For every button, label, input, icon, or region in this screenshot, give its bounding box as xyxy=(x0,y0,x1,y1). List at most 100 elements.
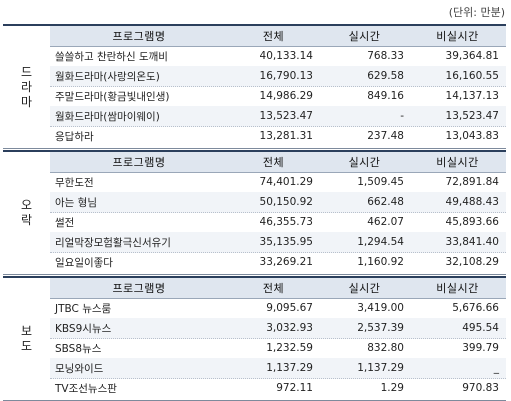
category-char: 보 xyxy=(20,324,33,338)
table-row: 모닝와이드 1,137.29 1,137.29 _ xyxy=(50,358,506,379)
realtime-value: 832.80 xyxy=(367,342,404,354)
nonrealtime-value: 13,523.47 xyxy=(445,110,499,122)
table-row: 무한도전 74,401.29 1,509.45 72,891.84 xyxy=(50,172,506,193)
category-char: 도 xyxy=(20,339,33,353)
total-value: 50,150.92 xyxy=(259,196,313,208)
table-row: 응답하라 13,281.31 237.48 13,043.83 xyxy=(50,126,506,146)
realtime-value: 1,509.45 xyxy=(357,176,404,188)
col-nonrealtime-header: 비실시간 xyxy=(436,156,479,169)
col-program-header: 프로그램명 xyxy=(112,30,166,43)
category-char: 라 xyxy=(20,79,33,94)
program-name: 무한도전 xyxy=(55,176,94,189)
col-nonrealtime-header: 비실시간 xyxy=(436,282,479,295)
category-char: 오 xyxy=(20,198,33,212)
category-char: 드 xyxy=(20,64,33,79)
section-table: 오 락 프로그램명 전체 실시간 비실시간 무한도전 74,401.29 1,509.45 72,… xyxy=(3,150,506,275)
col-total-header: 전체 xyxy=(262,156,285,169)
nonrealtime-value: 32,108.29 xyxy=(445,256,499,268)
program-name: TV조선뉴스판 xyxy=(55,382,117,395)
program-name: 주말드라마(황금빛내인생) xyxy=(55,90,170,103)
col-realtime-header: 실시간 xyxy=(348,282,381,295)
data-grid: 프로그램명 전체 실시간 비실시간 JTBC 뉴스룸 9,095.67 3,419.00 5,… xyxy=(50,278,506,400)
program-name: KBS9시뉴스 xyxy=(55,322,112,335)
col-program-header: 프로그램명 xyxy=(112,282,166,295)
nonrealtime-value: 16,160.55 xyxy=(445,70,499,82)
program-name: JTBC 뉴스룸 xyxy=(55,302,112,315)
col-total-header: 전체 xyxy=(262,282,285,295)
realtime-value: 237.48 xyxy=(367,130,404,142)
program-name: 모닝와이드 xyxy=(55,362,104,375)
realtime-value: 1.29 xyxy=(380,382,404,394)
table-row: KBS9시뉴스 3,032.93 2,537.39 495.54 xyxy=(50,318,506,339)
unit-label: (단위: 만분) xyxy=(448,6,505,19)
program-name: 월화드라마(사랑의온도) xyxy=(55,70,160,83)
total-value: 16,790.13 xyxy=(259,70,313,82)
table-row: 월화드라마(사랑의온도) 16,790.13 629.58 16,160.55 xyxy=(50,66,506,87)
total-value: 3,032.93 xyxy=(266,322,313,334)
program-name: 아는 형님 xyxy=(55,196,97,209)
realtime-value: 1,160.92 xyxy=(357,256,404,268)
realtime-value: - xyxy=(400,110,404,122)
category-char: 마 xyxy=(20,94,33,109)
table-row: 리얼막장모험활극신서유기 35,135.95 1,294.54 33,841.40 xyxy=(50,232,506,253)
nonrealtime-value: 970.83 xyxy=(462,382,499,394)
program-name: 월화드라마(쌈마이웨이) xyxy=(55,110,160,123)
realtime-value: 2,537.39 xyxy=(357,322,404,334)
nonrealtime-value: _ xyxy=(493,362,499,374)
realtime-value: 849.16 xyxy=(367,90,404,102)
table-row: 쓸쓸하고 찬란하신 도깨비 40,133.14 768.33 39,364.81 xyxy=(50,46,506,67)
table-row: 월화드라마(쌈마이웨이) 13,523.47 - 13,523.47 xyxy=(50,106,506,127)
realtime-value: 462.07 xyxy=(367,216,404,228)
header-row: 프로그램명 전체 실시간 비실시간 xyxy=(50,26,506,47)
col-total-header: 전체 xyxy=(262,30,285,43)
total-value: 74,401.29 xyxy=(259,176,313,188)
total-value: 40,133.14 xyxy=(259,50,313,62)
nonrealtime-value: 5,676.66 xyxy=(452,302,499,314)
table-row: 주말드라마(황금빛내인생) 14,986.29 849.16 14,137.13 xyxy=(50,86,506,107)
table-row: 아는 형님 50,150.92 662.48 49,488.43 xyxy=(50,192,506,213)
table-row: JTBC 뉴스룸 9,095.67 3,419.00 5,676.66 xyxy=(50,298,506,319)
category-char: 락 xyxy=(20,213,33,227)
total-value: 13,523.47 xyxy=(259,110,313,122)
program-name: 쓸쓸하고 찬란하신 도깨비 xyxy=(55,50,168,63)
nonrealtime-value: 49,488.43 xyxy=(445,196,499,208)
nonrealtime-value: 399.79 xyxy=(462,342,499,354)
total-value: 13,281.31 xyxy=(259,130,313,142)
realtime-value: 3,419.00 xyxy=(357,302,404,314)
nonrealtime-value: 72,891.84 xyxy=(445,176,499,188)
program-name: 리얼막장모험활극신서유기 xyxy=(55,236,171,249)
total-value: 1,232.59 xyxy=(266,342,313,354)
total-value: 972.11 xyxy=(276,382,313,394)
realtime-value: 1,137.29 xyxy=(357,362,404,374)
nonrealtime-value: 45,893.66 xyxy=(445,216,499,228)
realtime-value: 629.58 xyxy=(367,70,404,82)
program-name: SBS8뉴스 xyxy=(55,342,102,355)
total-value: 33,269.21 xyxy=(259,256,313,268)
table-row: 썰전 46,355.73 462.07 45,893.66 xyxy=(50,212,506,233)
table-row: TV조선뉴스판 972.11 1.29 970.83 xyxy=(50,378,506,398)
header-row: 프로그램명 전체 실시간 비실시간 xyxy=(50,152,506,173)
col-nonrealtime-header: 비실시간 xyxy=(436,30,479,43)
realtime-value: 768.33 xyxy=(367,50,404,62)
total-value: 1,137.29 xyxy=(266,362,313,374)
program-name: 응답하라 xyxy=(55,130,94,143)
section-table: 보 도 프로그램명 전체 실시간 비실시간 JTBC 뉴스룸 9,095.67 3,419.00… xyxy=(3,276,506,401)
nonrealtime-value: 13,043.83 xyxy=(445,130,499,142)
table-row: SBS8뉴스 1,232.59 832.80 399.79 xyxy=(50,338,506,359)
program-name: 일요일이좋다 xyxy=(55,256,113,269)
realtime-value: 662.48 xyxy=(367,196,404,208)
col-realtime-header: 실시간 xyxy=(348,30,381,43)
header-row: 프로그램명 전체 실시간 비실시간 xyxy=(50,278,506,299)
nonrealtime-value: 33,841.40 xyxy=(445,236,499,248)
nonrealtime-value: 495.54 xyxy=(462,322,499,334)
total-value: 46,355.73 xyxy=(259,216,313,228)
total-value: 35,135.95 xyxy=(259,236,313,248)
total-value: 9,095.67 xyxy=(266,302,313,314)
nonrealtime-value: 14,137.13 xyxy=(445,90,499,102)
